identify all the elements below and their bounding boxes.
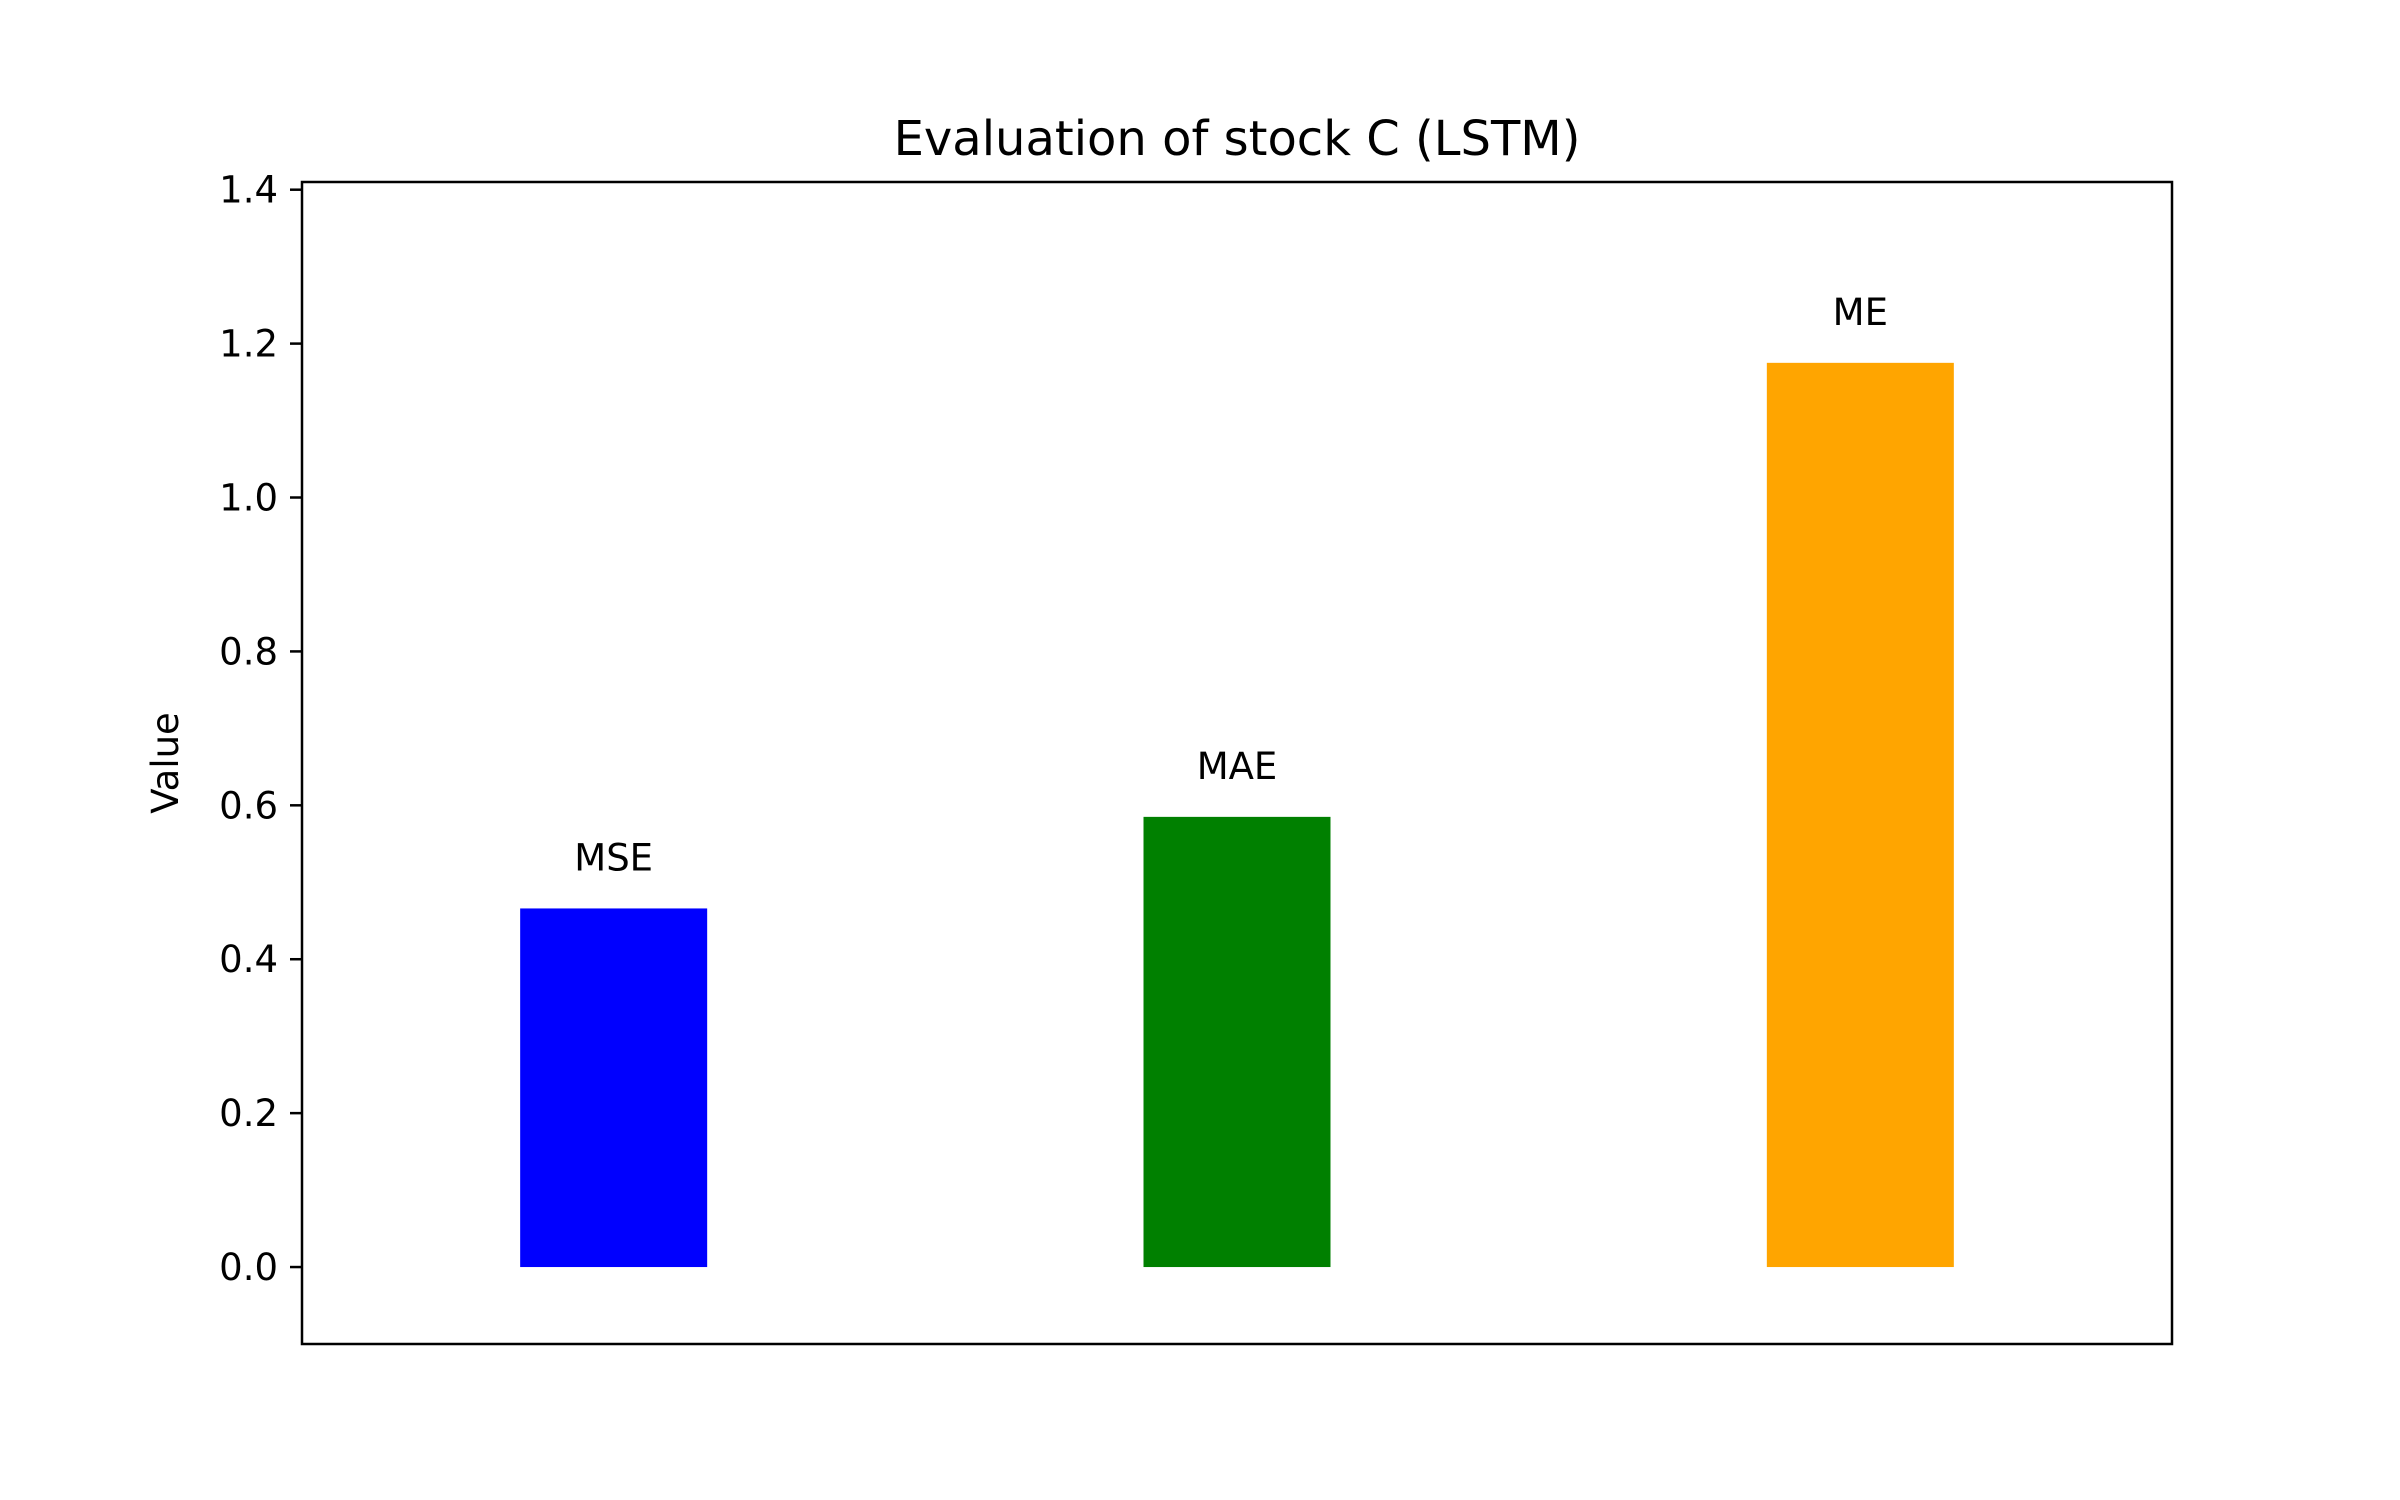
y-axis-label: Value [144,712,187,814]
chart-title: Evaluation of stock C (LSTM) [894,111,1581,167]
y-tick-label: 1.2 [219,323,278,366]
bars [520,362,1954,1268]
bar-mae [1143,816,1331,1268]
y-axis-ticks: 0.0 0.2 0.4 0.6 0.8 1.0 1.2 1.4 [219,169,302,1289]
y-tick-label: 0.8 [219,630,278,673]
y-tick-label: 0.4 [219,938,278,981]
y-tick-label: 0.2 [219,1092,278,1135]
bar-labels: MSE MAE ME [574,291,1888,880]
y-tick-label: 1.0 [219,477,278,520]
y-tick-label: 0.6 [219,784,278,827]
bar-mse [520,908,708,1268]
bar-label-me: ME [1833,291,1888,334]
plot-frame [300,180,2174,1346]
y-tick-label: 0.0 [219,1246,278,1289]
bar-me [1766,362,1954,1268]
bar-label-mae: MAE [1197,745,1278,788]
bar-label-mse: MSE [574,836,653,879]
y-tick-label: 1.4 [219,169,278,212]
